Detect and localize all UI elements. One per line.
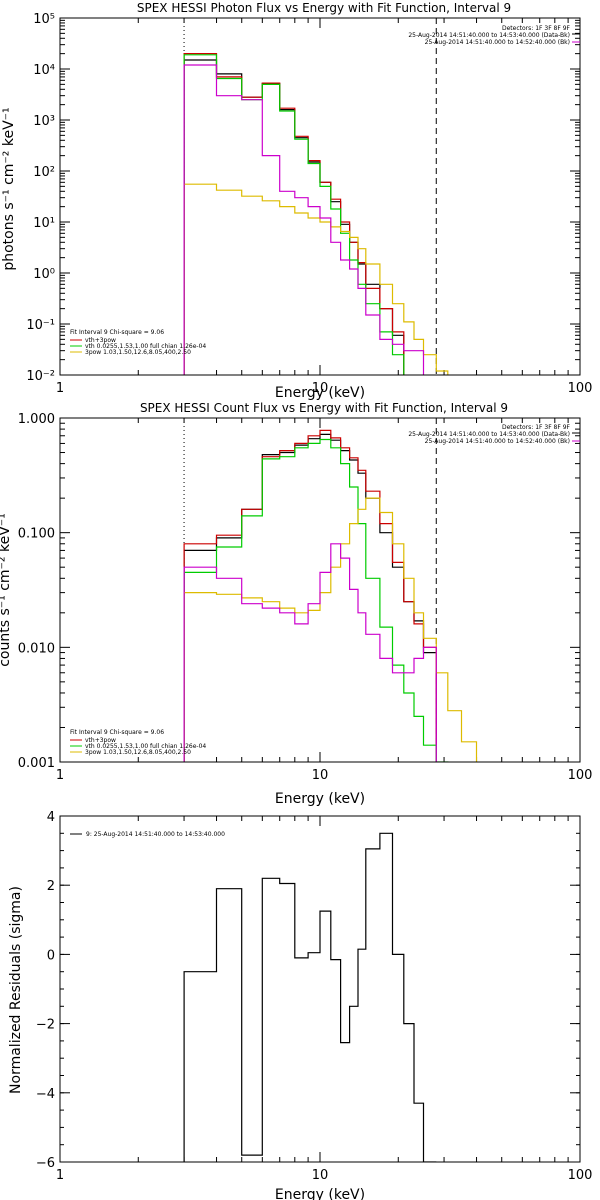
- y-tick-label: 10³: [33, 114, 55, 129]
- series-vth: [183, 438, 449, 762]
- legend-fit-label: vth+3pow: [85, 737, 116, 744]
- series-3pow: [183, 497, 478, 762]
- photon-flux-legend: Fit Interval 9 Chi-square = 9.06 vth+3po…: [70, 329, 206, 356]
- count-flux-ylabel: counts s⁻¹ cm⁻² keV⁻¹: [0, 513, 13, 667]
- y-tick-label: 10²: [33, 165, 55, 180]
- y-tick-label: 0: [47, 948, 55, 963]
- photon-flux-panel: SPEX HESSI Photon Flux vs Energy with Fi…: [1, 1, 593, 401]
- detectors-label: Detectors: 1F 3F 8F 9F: [502, 25, 571, 32]
- y-tick-label: 10¹: [33, 216, 55, 231]
- photon-flux-title: SPEX HESSI Photon Flux vs Energy with Fi…: [137, 1, 511, 15]
- plot-frame: [59, 815, 581, 1163]
- bk-interval-label: 25-Aug-2014 14:51:40.000 to 14:52:40.000…: [425, 39, 570, 46]
- y-tick-label: −6: [36, 1156, 55, 1171]
- x-tick-label: 10: [312, 768, 329, 783]
- plot-frame: [59, 17, 581, 376]
- x-tick-label: 100: [568, 768, 593, 783]
- residuals-ylabel: Normalized Residuals (sigma): [8, 886, 24, 1094]
- residuals-xlabel: Energy (keV): [275, 1187, 365, 1200]
- y-tick-label: −2: [36, 1018, 55, 1033]
- series-total: [183, 59, 405, 375]
- residuals-legend: 9: 25-Aug-2014 14:51:40.000 to 14:53:40.…: [70, 831, 225, 838]
- photon-flux-xlabel: Energy (keV): [275, 385, 365, 401]
- photon-flux-header: Detectors: 1F 3F 8F 9F 25-Aug-2014 14:51…: [408, 25, 580, 46]
- y-tick-label: 10⁻²: [26, 369, 55, 384]
- x-tick-label: 100: [568, 1168, 593, 1183]
- y-tick-label: 4: [47, 810, 55, 825]
- legend-vth-label: vth 0.0255,1.53,1.00 full chian 1.26e-04: [85, 343, 206, 350]
- series-residuals: [183, 832, 437, 1162]
- x-tick-label: 1: [56, 1168, 64, 1183]
- series-total: [183, 433, 437, 762]
- legend-fit-label: vth+3pow: [85, 337, 116, 344]
- count-flux-title: SPEX HESSI Count Flux vs Energy with Fit…: [140, 401, 508, 415]
- x-tick-label: 100: [568, 381, 593, 396]
- photon-flux-ylabel: photons s⁻¹ cm⁻² keV⁻¹: [1, 107, 17, 270]
- residuals-interval-label: 9: 25-Aug-2014 14:51:40.000 to 14:53:40.…: [86, 831, 225, 838]
- series-vth+3pow: [183, 53, 405, 375]
- residuals-panel: Energy (keV) Normalized Residuals (sigma…: [8, 810, 592, 1200]
- y-tick-label: 0.010: [18, 641, 55, 656]
- y-tick-label: 10⁻¹: [26, 318, 55, 333]
- legend-3pow-label: 3pow 1.03,1.50,12.6,8.05,400,2.50: [85, 349, 191, 356]
- count-flux-xlabel: Energy (keV): [275, 791, 365, 807]
- y-tick-label: 10⁵: [33, 12, 55, 27]
- y-tick-label: 1.000: [18, 412, 55, 427]
- y-tick-label: 0.100: [18, 527, 55, 542]
- y-tick-label: 10⁰: [33, 267, 55, 282]
- bk-interval-label: 25-Aug-2014 14:51:40.000 to 14:52:40.000…: [425, 438, 570, 445]
- legend-3pow-label: 3pow 1.03,1.50,12.6,8.05,400,2.50: [85, 749, 191, 756]
- series-vth+3pow: [183, 429, 437, 762]
- x-tick-label: 1: [56, 381, 64, 396]
- series-bk: [183, 543, 437, 762]
- x-tick-label: 10: [312, 1168, 329, 1183]
- fit-info-label: Fit Interval 9 Chi-square = 9.06: [70, 329, 164, 336]
- count-flux-panel: SPEX HESSI Count Flux vs Energy with Fit…: [0, 401, 592, 807]
- y-tick-label: 0.001: [18, 756, 55, 771]
- y-tick-label: 10⁴: [33, 63, 55, 78]
- fit-info-label: Fit Interval 9 Chi-square = 9.06: [70, 729, 164, 736]
- count-flux-header: Detectors: 1F 3F 8F 9F 25-Aug-2014 14:51…: [408, 424, 580, 445]
- series-bk: [183, 64, 425, 375]
- plot-frame: [59, 417, 581, 763]
- series-vth: [183, 54, 405, 375]
- legend-vth-label: vth 0.0255,1.53,1.00 full chian 1.26e-04: [85, 743, 206, 750]
- x-tick-label: 10: [312, 381, 329, 396]
- data-interval-label: 25-Aug-2014 14:51:40.000 to 14:53:40.000…: [408, 431, 570, 438]
- y-tick-label: 2: [47, 879, 55, 894]
- data-interval-label: 25-Aug-2014 14:51:40.000 to 14:53:40.000…: [408, 32, 570, 39]
- y-tick-label: −4: [36, 1087, 55, 1102]
- series-3pow: [183, 183, 449, 375]
- count-flux-legend: Fit Interval 9 Chi-square = 9.06 vth+3po…: [70, 729, 206, 756]
- x-tick-label: 1: [56, 768, 64, 783]
- detectors-label: Detectors: 1F 3F 8F 9F: [502, 424, 571, 431]
